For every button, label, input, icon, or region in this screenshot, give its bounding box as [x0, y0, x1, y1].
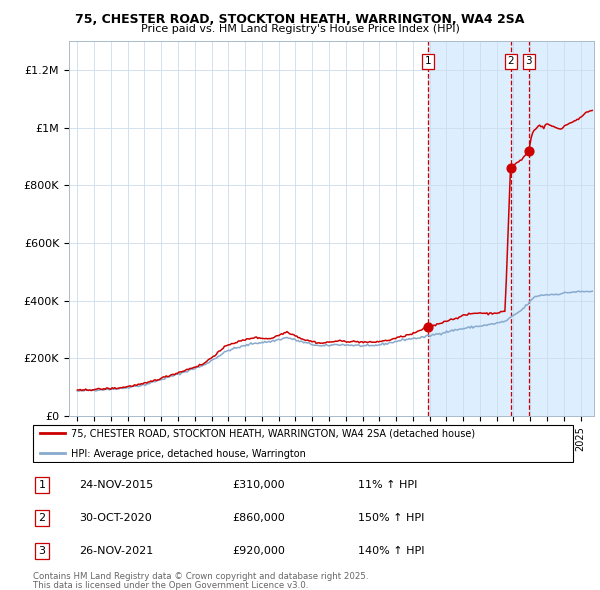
Text: 1: 1	[425, 57, 431, 67]
Point	[506, 163, 515, 173]
Point	[424, 322, 433, 332]
Text: £860,000: £860,000	[232, 513, 285, 523]
Text: 26-NOV-2021: 26-NOV-2021	[79, 546, 154, 556]
Text: Contains HM Land Registry data © Crown copyright and database right 2025.: Contains HM Land Registry data © Crown c…	[33, 572, 368, 581]
Text: 2: 2	[38, 513, 46, 523]
Text: 75, CHESTER ROAD, STOCKTON HEATH, WARRINGTON, WA4 2SA (detached house): 75, CHESTER ROAD, STOCKTON HEATH, WARRIN…	[71, 428, 475, 438]
Point	[524, 146, 534, 156]
Text: Price paid vs. HM Land Registry's House Price Index (HPI): Price paid vs. HM Land Registry's House …	[140, 24, 460, 34]
Text: HPI: Average price, detached house, Warrington: HPI: Average price, detached house, Warr…	[71, 448, 306, 458]
FancyBboxPatch shape	[33, 425, 573, 461]
Text: 3: 3	[526, 57, 532, 67]
Text: £920,000: £920,000	[232, 546, 285, 556]
Text: 140% ↑ HPI: 140% ↑ HPI	[358, 546, 424, 556]
Text: 150% ↑ HPI: 150% ↑ HPI	[358, 513, 424, 523]
Text: 2: 2	[508, 57, 514, 67]
Text: 30-OCT-2020: 30-OCT-2020	[79, 513, 152, 523]
Text: 3: 3	[38, 546, 46, 556]
Text: £310,000: £310,000	[232, 480, 284, 490]
Text: This data is licensed under the Open Government Licence v3.0.: This data is licensed under the Open Gov…	[33, 581, 308, 589]
Text: 75, CHESTER ROAD, STOCKTON HEATH, WARRINGTON, WA4 2SA: 75, CHESTER ROAD, STOCKTON HEATH, WARRIN…	[76, 13, 524, 26]
Bar	[428, 41, 600, 416]
Text: 11% ↑ HPI: 11% ↑ HPI	[358, 480, 417, 490]
Text: 24-NOV-2015: 24-NOV-2015	[79, 480, 154, 490]
Text: 1: 1	[38, 480, 46, 490]
